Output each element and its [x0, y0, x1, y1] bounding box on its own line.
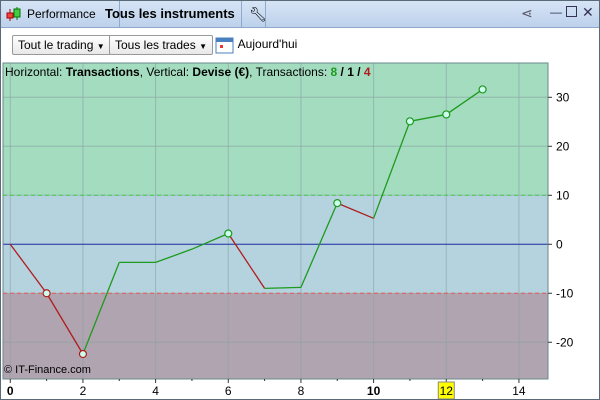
trades-dropdown[interactable]: Tous les trades ▼ [109, 35, 213, 55]
x-tick-label: 0 [7, 384, 14, 398]
x-tick-label: 4 [152, 384, 159, 398]
y-tick-label: -10 [556, 286, 574, 300]
y-tick-label: -20 [556, 335, 574, 349]
minimize-icon[interactable]: — [550, 5, 562, 19]
candlestick-icon [6, 7, 21, 21]
equity-segment [82, 262, 120, 355]
loss-band [3, 293, 548, 379]
trading-dropdown[interactable]: Tout le trading ▼ [12, 35, 111, 55]
equity-segment [300, 202, 338, 288]
trade-marker [478, 85, 487, 94]
y-tick-label: 10 [556, 188, 570, 202]
equity-segment [372, 121, 411, 219]
x-tick-label: 10 [367, 384, 381, 398]
losses-count: 4 [363, 65, 371, 79]
wrench-icon: 🔧︎ [249, 6, 267, 22]
equity-segment [337, 202, 374, 219]
title-toolbar: Performance Tous les instruments ▼ 🔧︎ ⋖ … [1, 1, 599, 46]
maximize-icon[interactable] [566, 6, 577, 17]
trade-marker [42, 289, 51, 298]
equity-segment [191, 232, 229, 250]
x-highlight [437, 381, 455, 399]
x-tick-label: 6 [225, 384, 232, 398]
equity-segment [264, 286, 301, 290]
profit-band [3, 63, 548, 196]
x-tick-label: 2 [80, 384, 87, 398]
chevron-down-icon: ▼ [96, 42, 105, 51]
close-icon[interactable]: ✕ [582, 4, 594, 20]
y-tick-label: 0 [556, 237, 563, 251]
watermark: © IT-Finance.com [4, 364, 91, 376]
trade-marker [78, 349, 88, 359]
equity-segment [9, 243, 48, 294]
trade-marker [442, 110, 451, 119]
equity-segment [409, 113, 447, 122]
date-button[interactable]: Aujourd'hui [215, 34, 297, 54]
equity-segment [227, 233, 266, 289]
y-tick-label: 20 [556, 139, 570, 153]
chart-info: Horizontal: Transactions, Vertical: Devi… [5, 65, 371, 79]
trade-marker [224, 229, 233, 238]
equity-segment [46, 292, 84, 355]
trade-marker [405, 117, 415, 126]
calendar-icon [215, 37, 234, 54]
performance-tab[interactable]: Performance [1, 1, 120, 27]
equity-segment [445, 88, 483, 115]
instrument-selector[interactable]: Tous les instruments ▼ [99, 1, 242, 46]
chevron-down-icon: ▼ [199, 42, 207, 51]
trade-marker [333, 199, 342, 208]
filter-bar: Tout le trading ▼ Tous les trades ▼ Aujo… [1, 28, 599, 62]
share-icon[interactable]: ⋖ [521, 5, 533, 21]
x-tick-label: 12 [440, 384, 454, 398]
plot-border [2, 62, 549, 380]
even-count: 1 [347, 65, 354, 79]
wins-count: 8 [330, 65, 338, 79]
x-tick-label: 8 [298, 384, 305, 398]
equity-segment [155, 248, 193, 264]
settings-button[interactable]: 🔧︎ [243, 1, 267, 27]
y-tick-label: 30 [556, 90, 570, 104]
x-tick-label: 14 [512, 384, 526, 398]
